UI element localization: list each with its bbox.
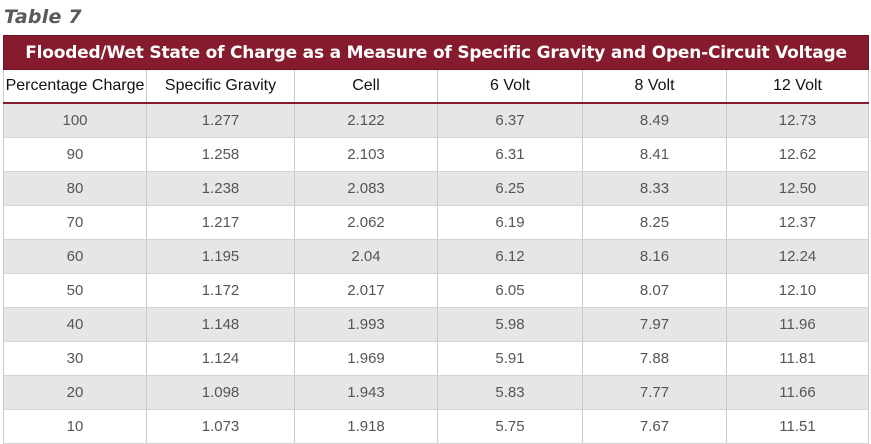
- cell-cell: 1.993: [294, 307, 438, 342]
- cell-6-volt: 6.12: [437, 239, 583, 274]
- cell-cell: 2.103: [294, 137, 438, 172]
- cell-percentage-charge: 40: [3, 307, 147, 342]
- table-title: Flooded/Wet State of Charge as a Measure…: [2, 35, 870, 70]
- cell-6-volt: 5.83: [437, 375, 583, 410]
- cell-cell: 2.017: [294, 273, 438, 308]
- cell-percentage-charge: 20: [3, 375, 147, 410]
- cell-specific-gravity: 1.172: [146, 273, 295, 308]
- cell-8-volt: 8.25: [582, 205, 727, 240]
- cell-percentage-charge: 70: [3, 205, 147, 240]
- table-row: 100 1.277 2.122 6.37 8.49 12.73: [3, 103, 870, 138]
- cell-cell: 2.062: [294, 205, 438, 240]
- cell-specific-gravity: 1.195: [146, 239, 295, 274]
- column-header-specific-gravity: Specific Gravity: [146, 69, 295, 104]
- column-header-6-volt: 6 Volt: [437, 69, 583, 104]
- column-header-12-volt: 12 Volt: [725, 69, 870, 104]
- cell-specific-gravity: 1.073: [146, 409, 295, 444]
- table-row: 90 1.258 2.103 6.31 8.41 12.62: [3, 137, 870, 172]
- table-row: 50 1.172 2.017 6.05 8.07 12.10: [3, 273, 870, 308]
- column-header-row: Percentage Charge Specific Gravity Cell …: [3, 69, 870, 104]
- cell-12-volt: 11.66: [725, 375, 870, 410]
- cell-cell: 1.918: [294, 409, 438, 444]
- cell-12-volt: 12.62: [725, 137, 870, 172]
- cell-12-volt: 12.37: [725, 205, 870, 240]
- table-row: 10 1.073 1.918 5.75 7.67 11.51: [3, 409, 870, 444]
- cell-cell: 1.969: [294, 341, 438, 376]
- cell-percentage-charge: 50: [3, 273, 147, 308]
- cell-percentage-charge: 30: [3, 341, 147, 376]
- cell-12-volt: 11.51: [725, 409, 870, 444]
- cell-percentage-charge: 60: [3, 239, 147, 274]
- column-header-8-volt: 8 Volt: [582, 69, 727, 104]
- cell-8-volt: 7.97: [582, 307, 727, 342]
- column-header-cell: Cell: [294, 69, 438, 104]
- state-of-charge-table: Flooded/Wet State of Charge as a Measure…: [2, 35, 870, 444]
- cell-8-volt: 7.67: [582, 409, 727, 444]
- table-row: 70 1.217 2.062 6.19 8.25 12.37: [3, 205, 870, 240]
- cell-12-volt: 12.24: [725, 239, 870, 274]
- table-row: 40 1.148 1.993 5.98 7.97 11.96: [3, 307, 870, 342]
- cell-12-volt: 12.73: [725, 103, 870, 138]
- cell-cell: 2.122: [294, 103, 438, 138]
- cell-8-volt: 7.88: [582, 341, 727, 376]
- table-row: 80 1.238 2.083 6.25 8.33 12.50: [3, 171, 870, 206]
- cell-percentage-charge: 100: [3, 103, 147, 138]
- cell-12-volt: 11.96: [725, 307, 870, 342]
- cell-6-volt: 5.91: [437, 341, 583, 376]
- cell-cell: 2.04: [294, 239, 438, 274]
- cell-percentage-charge: 90: [3, 137, 147, 172]
- cell-percentage-charge: 80: [3, 171, 147, 206]
- cell-6-volt: 5.98: [437, 307, 583, 342]
- cell-6-volt: 5.75: [437, 409, 583, 444]
- table-row: 30 1.124 1.969 5.91 7.88 11.81: [3, 341, 870, 376]
- cell-specific-gravity: 1.217: [146, 205, 295, 240]
- table-row: 60 1.195 2.04 6.12 8.16 12.24: [3, 239, 870, 274]
- cell-specific-gravity: 1.148: [146, 307, 295, 342]
- cell-8-volt: 8.49: [582, 103, 727, 138]
- cell-6-volt: 6.37: [437, 103, 583, 138]
- cell-specific-gravity: 1.277: [146, 103, 295, 138]
- cell-8-volt: 7.77: [582, 375, 727, 410]
- cell-12-volt: 11.81: [725, 341, 870, 376]
- cell-cell: 2.083: [294, 171, 438, 206]
- cell-specific-gravity: 1.124: [146, 341, 295, 376]
- cell-specific-gravity: 1.258: [146, 137, 295, 172]
- cell-6-volt: 6.31: [437, 137, 583, 172]
- cell-percentage-charge: 10: [3, 409, 147, 444]
- table-label: Table 7: [4, 6, 82, 28]
- cell-8-volt: 8.07: [582, 273, 727, 308]
- cell-specific-gravity: 1.098: [146, 375, 295, 410]
- table-row: 20 1.098 1.943 5.83 7.77 11.66: [3, 375, 870, 410]
- cell-8-volt: 8.41: [582, 137, 727, 172]
- cell-8-volt: 8.33: [582, 171, 727, 206]
- cell-6-volt: 6.25: [437, 171, 583, 206]
- cell-12-volt: 12.10: [725, 273, 870, 308]
- cell-12-volt: 12.50: [725, 171, 870, 206]
- column-header-percentage-charge: Percentage Charge: [3, 69, 147, 104]
- cell-6-volt: 6.05: [437, 273, 583, 308]
- cell-8-volt: 8.16: [582, 239, 727, 274]
- cell-cell: 1.943: [294, 375, 438, 410]
- data-table-container: Flooded/Wet State of Charge as a Measure…: [2, 35, 870, 444]
- table-body: 100 1.277 2.122 6.37 8.49 12.73 90 1.258 2.103 6.…: [3, 103, 870, 444]
- cell-6-volt: 6.19: [437, 205, 583, 240]
- cell-specific-gravity: 1.238: [146, 171, 295, 206]
- table-title-row: Flooded/Wet State of Charge as a Measure…: [2, 35, 870, 70]
